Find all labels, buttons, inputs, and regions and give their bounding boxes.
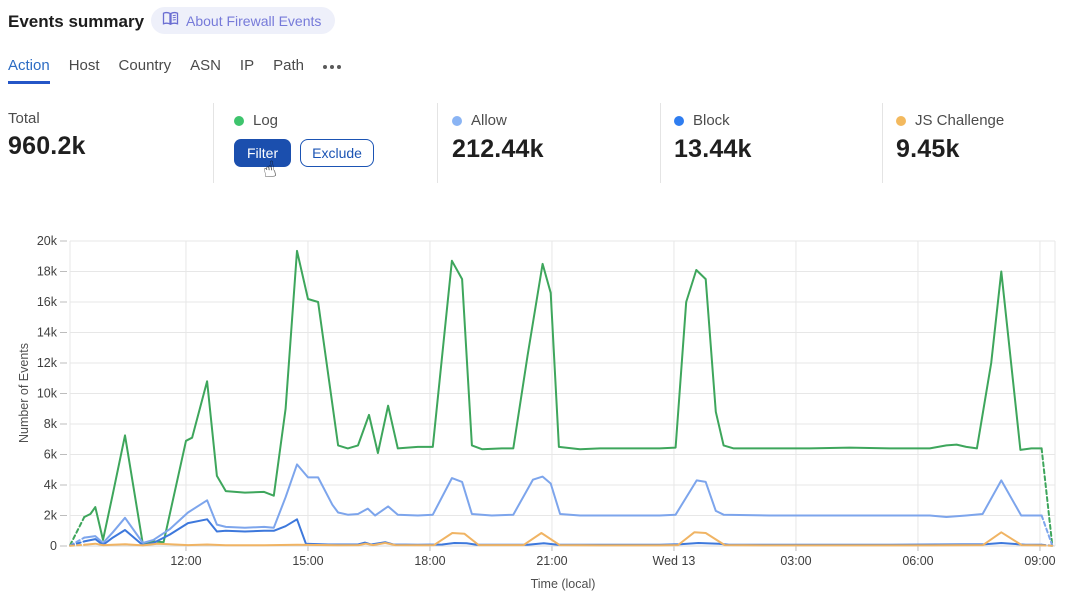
stat-card-allow: Allow 212.44k: [452, 112, 544, 164]
tab-host[interactable]: Host: [68, 57, 100, 74]
stat-divider: [882, 103, 883, 183]
tab-asn[interactable]: ASN: [190, 57, 221, 74]
log-legend-dot: [234, 115, 244, 126]
open-book-icon: [162, 11, 179, 31]
y-tick-label: 16k: [37, 295, 58, 309]
y-tick-label: 2k: [44, 509, 58, 523]
y-tick-label: 14k: [37, 326, 58, 340]
exclude-button[interactable]: Exclude: [300, 139, 374, 167]
tab-country[interactable]: Country: [118, 57, 172, 74]
js-challenge-legend-dot: [896, 115, 906, 126]
y-tick-label: 0: [50, 539, 57, 553]
y-axis-title: Number of Events: [17, 342, 31, 444]
stat-divider: [213, 103, 214, 183]
y-tick-label: 10k: [37, 387, 58, 401]
x-tick-label: 06:00: [902, 554, 933, 568]
stat-label-js-challenge: JS Challenge: [915, 112, 1005, 129]
series-line-log-dashed: [69, 516, 86, 547]
y-tick-label: 12k: [37, 356, 58, 370]
stat-label-block: Block: [693, 112, 730, 129]
series-line-js-challenge-dashed: [69, 543, 86, 547]
stat-label-total: Total: [8, 110, 40, 127]
series-line-allow-dashed: [1040, 514, 1054, 547]
tab-ip[interactable]: IP: [239, 57, 255, 74]
y-tick-label: 8k: [44, 417, 58, 431]
x-axis-title: Time (local): [530, 577, 596, 591]
x-tick-label: 21:00: [536, 554, 567, 568]
more-tabs-ellipsis-icon[interactable]: [322, 65, 341, 69]
tab-bar: Action Host Country ASN IP Path: [8, 57, 341, 84]
about-firewall-events-badge[interactable]: About Firewall Events: [151, 7, 336, 34]
series-line-js-challenge: [83, 531, 1043, 547]
x-tick-label: 09:00: [1024, 554, 1055, 568]
x-tick-label: 15:00: [292, 554, 323, 568]
series-line-block: [83, 518, 1043, 547]
stat-card-block: Block 13.44k: [674, 112, 752, 164]
stat-value-allow: 212.44k: [452, 135, 544, 163]
tab-path[interactable]: Path: [273, 57, 304, 74]
page-title: Events summary: [8, 12, 145, 31]
x-tick-label: 18:00: [414, 554, 445, 568]
stat-card-log: Log Filter Exclude: [234, 112, 374, 167]
y-tick-label: 20k: [37, 234, 58, 248]
series-line-allow: [83, 463, 1043, 544]
series-line-log-dashed: [1040, 447, 1054, 546]
stat-divider: [660, 103, 661, 183]
allow-legend-dot: [452, 115, 462, 126]
y-tick-label: 18k: [37, 265, 58, 279]
stat-divider: [437, 103, 438, 183]
y-tick-label: 6k: [44, 448, 58, 462]
stat-value-js-challenge: 9.45k: [896, 135, 960, 163]
stat-card-js-challenge: JS Challenge 9.45k: [896, 112, 1004, 164]
stat-card-total: Total 960.2k: [8, 110, 86, 161]
stat-label-log: Log: [253, 112, 279, 129]
about-badge-label: About Firewall Events: [186, 12, 322, 29]
x-tick-label: 12:00: [170, 554, 201, 568]
stat-label-allow: Allow: [471, 112, 507, 129]
y-tick-label: 4k: [44, 478, 58, 492]
stat-value-block: 13.44k: [674, 135, 752, 163]
series-line-log: [83, 249, 1043, 546]
x-tick-label: 03:00: [780, 554, 811, 568]
filter-button[interactable]: Filter: [234, 139, 292, 167]
stat-value-total: 960.2k: [8, 132, 86, 160]
block-legend-dot: [674, 115, 684, 126]
x-tick-label: Wed 13: [653, 554, 696, 568]
tab-action[interactable]: Action: [8, 57, 50, 84]
